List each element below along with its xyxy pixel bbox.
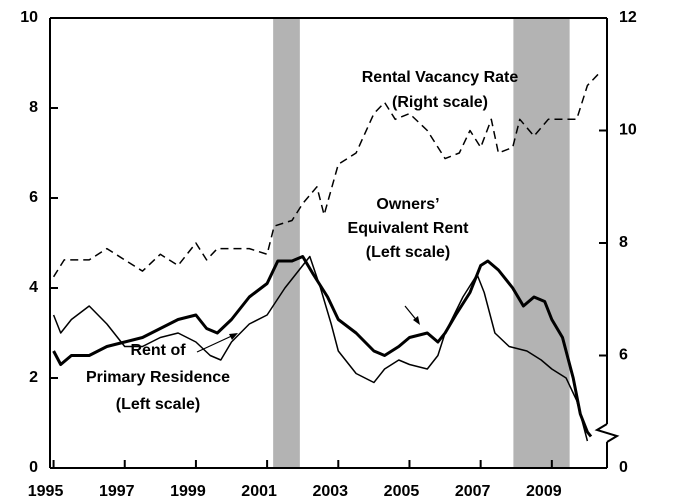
axis-break bbox=[594, 423, 620, 443]
x-tick-label: 2005 bbox=[384, 483, 420, 500]
recession-layer bbox=[273, 18, 570, 468]
x-tick-label: 2001 bbox=[241, 483, 277, 500]
y-tick-label: 10 bbox=[20, 9, 38, 26]
annotation: (Right scale) bbox=[392, 94, 488, 111]
y2-tick-label: 6 bbox=[619, 347, 628, 364]
x-tick-label: 2007 bbox=[455, 483, 491, 500]
y-tick-label: 0 bbox=[29, 459, 38, 476]
x-tick-label: 1999 bbox=[170, 483, 206, 500]
arrowhead bbox=[413, 316, 420, 325]
x-tick-label: 1995 bbox=[28, 483, 64, 500]
y2-tick-label: 0 bbox=[619, 459, 628, 476]
y2-tick-label: 10 bbox=[619, 122, 637, 139]
y2-tick-label: 8 bbox=[619, 234, 628, 251]
annotation: (Left scale) bbox=[116, 396, 200, 413]
series-line bbox=[52, 255, 593, 438]
annotation: Rent of bbox=[130, 342, 186, 359]
arrowhead bbox=[229, 333, 238, 340]
annotation: Equivalent Rent bbox=[348, 220, 470, 237]
x-tick-label: 2003 bbox=[312, 483, 348, 500]
series-line bbox=[52, 255, 589, 442]
x-tick-label: 2009 bbox=[526, 483, 562, 500]
recession-band bbox=[273, 18, 300, 468]
recession-band bbox=[513, 18, 570, 468]
y-tick-label: 4 bbox=[29, 279, 38, 296]
annotation: (Left scale) bbox=[366, 244, 450, 261]
y2-tick-label: 12 bbox=[619, 9, 637, 26]
annotation: Rental Vacancy Rate bbox=[362, 69, 519, 86]
y-tick-label: 8 bbox=[29, 99, 38, 116]
annotation: Owners’ bbox=[376, 196, 439, 213]
y-tick-label: 2 bbox=[29, 369, 38, 386]
y-tick-label: 6 bbox=[29, 189, 38, 206]
annotation: Primary Residence bbox=[86, 369, 230, 386]
series-line bbox=[52, 73, 599, 278]
x-tick-label: 1997 bbox=[99, 483, 135, 500]
